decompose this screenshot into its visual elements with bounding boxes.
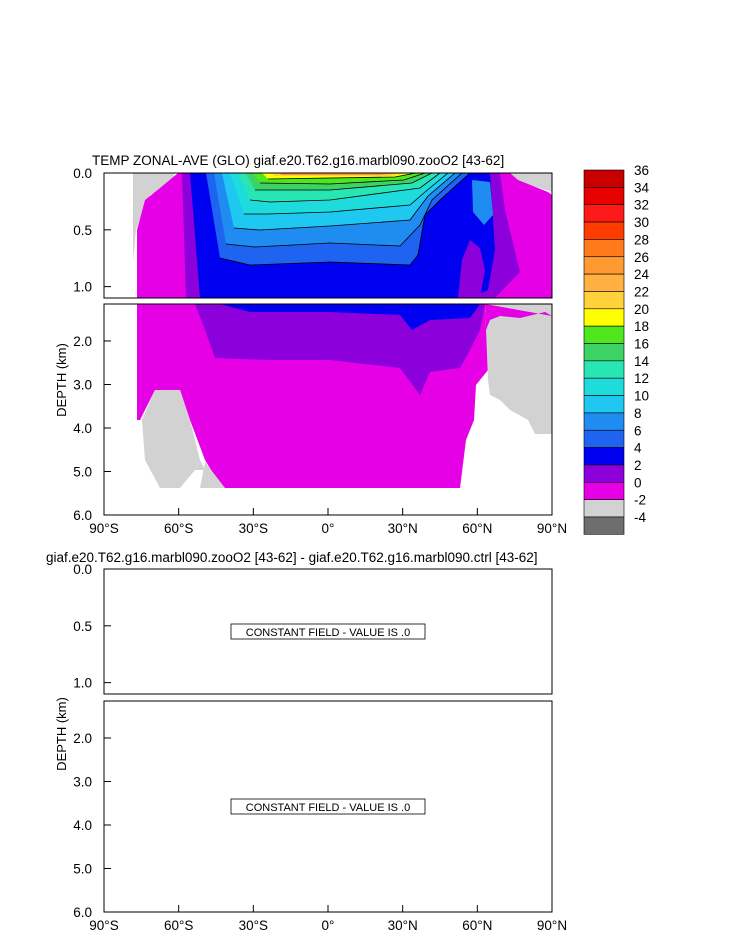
colorbar-label: 16 [634,337,649,352]
colorbar-box [583,187,625,206]
colorbar-label: 36 [634,163,649,178]
colorbar-label: 32 [634,198,649,213]
plot2-lower-annotation: CONSTANT FIELD - VALUE IS .0 [230,798,426,815]
plot2-xtick-label: 0° [322,918,335,933]
plot1-xtick-label: 30°N [388,521,418,536]
colorbar-label: 18 [634,319,649,334]
colorbar-box [583,256,625,275]
colorbar-box [583,377,625,396]
colorbar-box [583,481,625,500]
plot2-ylabel: DEPTH (km) [54,697,69,771]
colorbar-label: 22 [634,284,649,299]
colorbar-label: 26 [634,250,649,265]
colorbar-box [583,395,625,414]
plot1-xtick-label: 30°S [239,521,268,536]
plot1-upper-ytick-label: 1.0 [73,280,92,295]
plot2-lower-ytick-label: 4.0 [73,818,92,833]
plot2-xtick-label: 30°S [239,918,268,933]
colorbar-box [583,308,625,327]
plot2-xtick-label: 60°N [462,918,492,933]
colorbar-label: 14 [634,354,650,369]
plot2-lower-ytick-label: 2.0 [73,731,92,746]
plot1-lower-ytick-label: 2.0 [73,334,92,349]
colorbar-box [583,239,625,258]
plot2-upper-ytick-label: 0.0 [73,562,92,577]
colorbar-label: 20 [634,302,649,317]
colorbar-box [583,447,625,466]
plot2-xtick-label: 90°N [537,918,567,933]
plot1-xtick-label: 0° [322,521,335,536]
colorbar-box [583,325,625,344]
colorbar-label: -4 [634,510,646,525]
colorbar-box [583,464,625,483]
plot1-upper-ytick-label: 0.0 [73,166,92,181]
plot1-ylabel: DEPTH (km) [54,343,69,417]
plot2-lower-annotation-text: CONSTANT FIELD - VALUE IS .0 [246,802,410,814]
colorbar-label: 34 [634,180,650,195]
colorbar-box [583,343,625,362]
plot1-xtick-label: 90°S [89,521,118,536]
plot2-xtick-label: 60°S [164,918,193,933]
colorbar-label: 0 [634,475,642,490]
plot1-title: TEMP ZONAL-AVE (GLO) giaf.e20.T62.g16.ma… [92,153,504,168]
plot1-xtick-label: 60°S [164,521,193,536]
plot2-xtick-label: 90°S [89,918,118,933]
plot1-lower-ytick-label: 4.0 [73,421,92,436]
plot2-upper-annotation-text: CONSTANT FIELD - VALUE IS .0 [246,627,410,639]
plot1-lower-ytick-label: 6.0 [73,508,92,523]
plot2-lower-ytick-label: 3.0 [73,774,92,789]
colorbar-label: -2 [634,493,646,508]
plot2-upper-ytick-label: 0.5 [73,619,92,634]
colorbar-box [583,204,625,223]
colorbar-box [583,429,625,448]
colorbar-box [583,291,625,310]
plot1-axes: 0.0 0.5 1.0 2.0 3.0 4.0 5.0 6.090°S 60°S 30°S 0° 30… [73,166,567,536]
plot1-xtick-label: 60°N [462,521,492,536]
plot2-xtick-label: 30°N [388,918,418,933]
plot1-upper-ytick-label: 0.5 [73,223,92,238]
plot2-lower-ytick-label: 5.0 [73,861,92,876]
plot2-upper-annotation: CONSTANT FIELD - VALUE IS .0 [230,623,426,640]
colorbar-label: 10 [634,389,649,404]
colorbar-box [583,273,625,292]
colorbar-label: 30 [634,215,649,230]
colorbar-box [583,360,625,379]
plot1-xtick-label: 90°N [537,521,567,536]
colorbar-label: 28 [634,232,649,247]
plot2-axes: 0.0 0.5 1.0 2.0 3.0 4.0 5.0 6.090°S 60°S 30°S 0° 30… [73,562,567,933]
colorbar-box [583,169,625,188]
colorbar-label: 24 [634,267,650,282]
colorbar-box [583,221,625,240]
colorbar-box [583,499,625,518]
plot1-lower-field [104,304,552,515]
plot1-lower-ytick-label: 5.0 [73,464,92,479]
colorbar-label: 6 [634,423,642,438]
plot2-lower-ytick-label: 6.0 [73,905,92,920]
colorbar-label: 2 [634,458,642,473]
colorbar-box [583,516,625,535]
colorbar-box [583,412,625,431]
plot1-upper-frame [103,172,553,299]
colorbar-label: 8 [634,406,642,421]
plot1-lower-ytick-label: 3.0 [73,377,92,392]
plot1-upper-field [104,173,552,298]
colorbar-label: 4 [634,441,642,456]
plot2-title: giaf.e20.T62.g16.marbl090.zooO2 [43-62] … [46,550,538,565]
colorbar-label: 12 [634,371,649,386]
plot2-upper-ytick-label: 1.0 [73,676,92,691]
